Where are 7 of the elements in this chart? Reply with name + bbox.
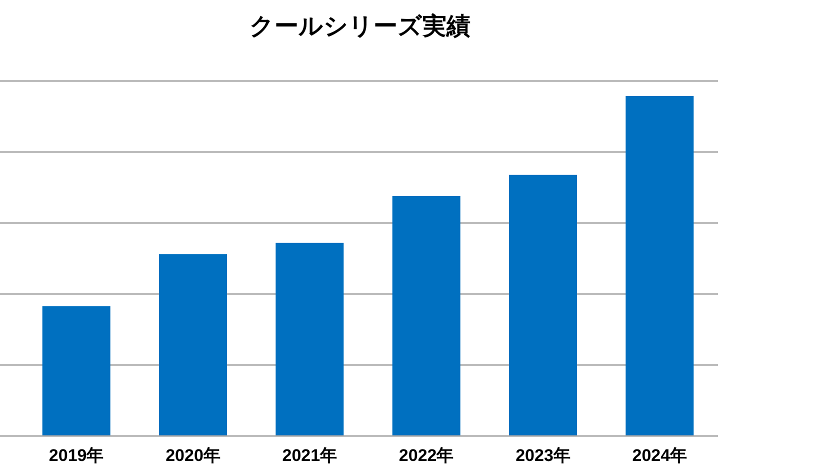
x-tick-label: 2024年 [632, 446, 688, 465]
x-tick-label: 2021年 [282, 446, 338, 465]
x-tick-label: 2020年 [166, 446, 220, 465]
chart-title: クールシリーズ実績 [250, 12, 470, 40]
x-tick-label: 2019年 [48, 446, 104, 465]
x-tick-label: 2023年 [516, 446, 570, 465]
x-tick-label: 2022年 [398, 446, 454, 465]
